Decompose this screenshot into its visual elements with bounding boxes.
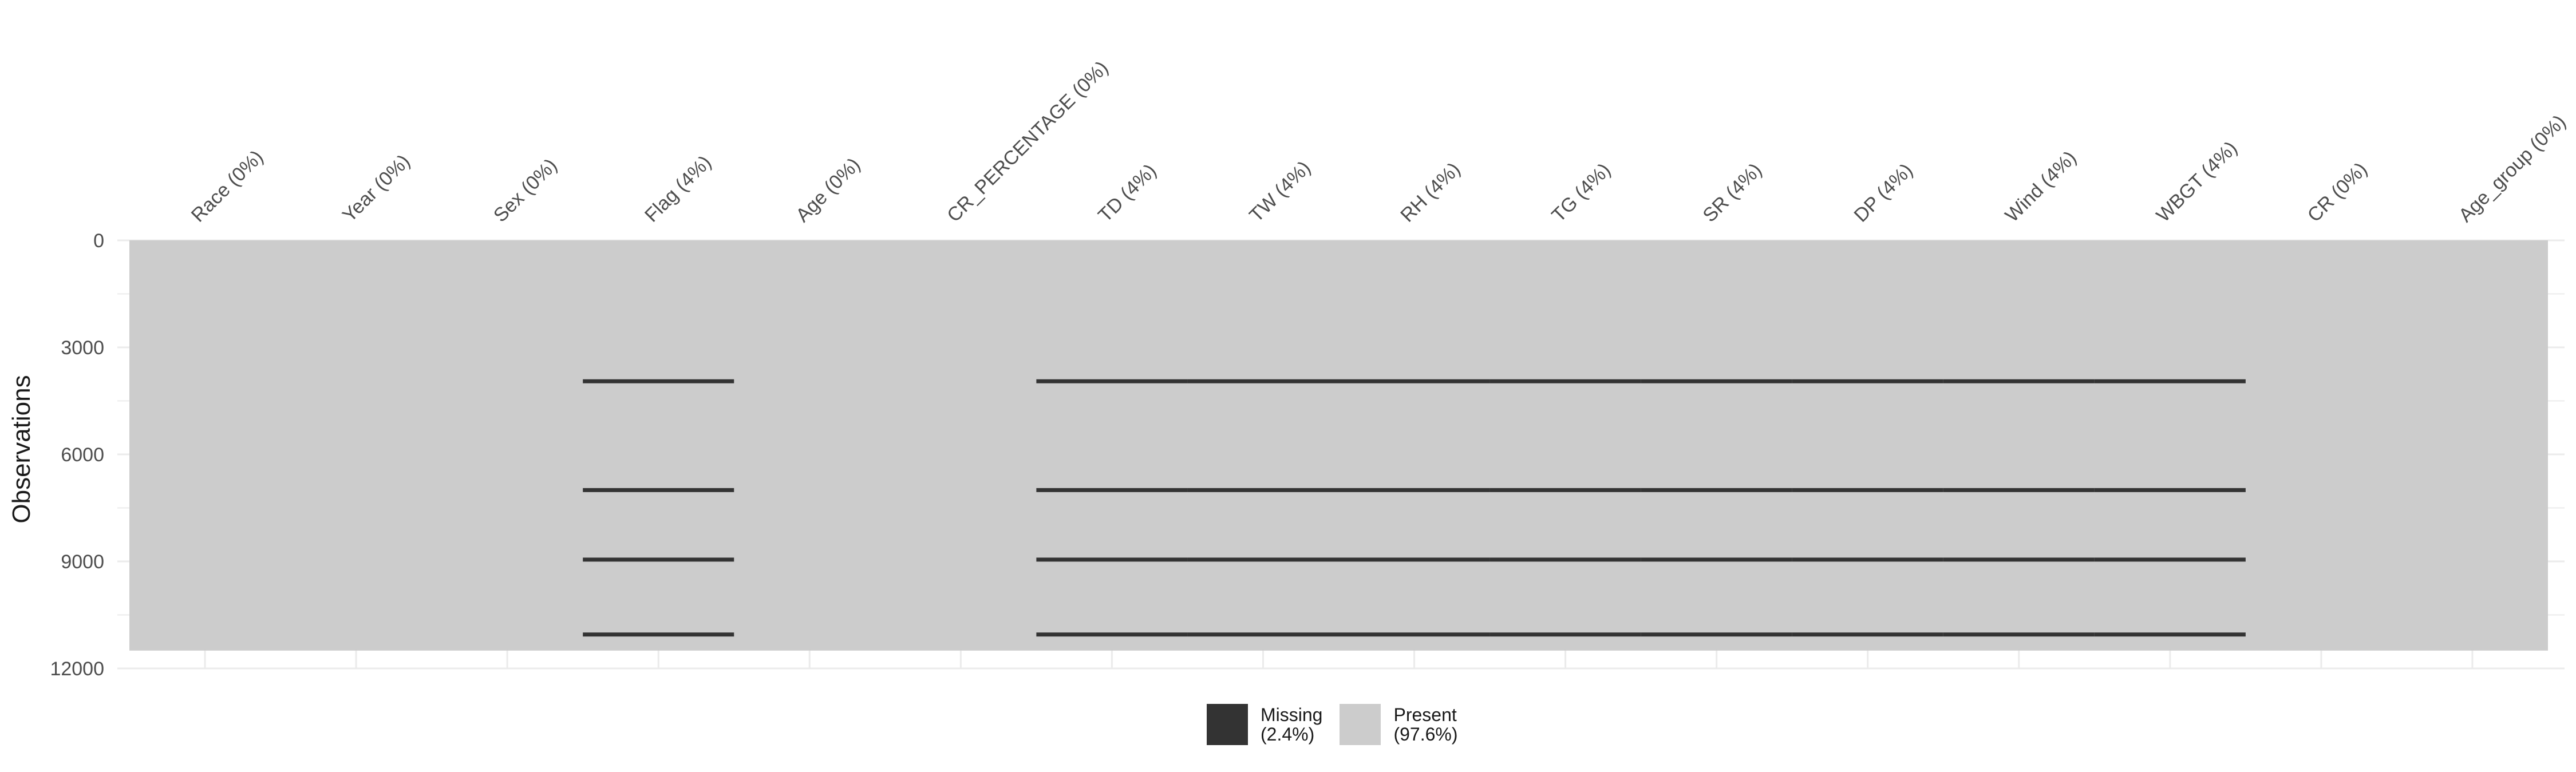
legend-pct-present: (97.6%) bbox=[1393, 724, 1458, 745]
column-label: TD (4%) bbox=[1094, 160, 1160, 226]
present-block bbox=[129, 240, 2548, 651]
column-label: CR_PERCENTAGE (0%) bbox=[943, 57, 1112, 226]
column-label: Sex (0%) bbox=[489, 155, 562, 227]
column-label: Race (0%) bbox=[187, 146, 267, 226]
legend-pct-missing: (2.4%) bbox=[1261, 724, 1315, 745]
column-label: DP (4%) bbox=[1850, 159, 1917, 226]
y-tick-label: 9000 bbox=[61, 551, 104, 573]
column-label: Year (0%) bbox=[338, 151, 414, 227]
y-axis-title: Observations bbox=[7, 375, 35, 523]
y-tick-label: 0 bbox=[93, 230, 104, 252]
y-tick-label: 12000 bbox=[50, 658, 104, 680]
legend-label-present: Present bbox=[1393, 704, 1457, 725]
column-label: CR (0%) bbox=[2304, 159, 2372, 227]
y-tick-label: 6000 bbox=[61, 444, 104, 466]
column-label: Flag (4%) bbox=[641, 152, 716, 227]
legend-swatch-present bbox=[1340, 704, 1381, 745]
column-label: Wind (4%) bbox=[2001, 147, 2081, 227]
column-label: Age (0%) bbox=[792, 154, 864, 227]
column-label: RH (4%) bbox=[1396, 159, 1464, 227]
column-label: SR (4%) bbox=[1698, 159, 1766, 227]
legend-swatch-missing bbox=[1207, 704, 1248, 745]
column-label: Age_group (0%) bbox=[2455, 111, 2570, 227]
legend: Missing (2.4%) Present (97.6%) bbox=[1207, 704, 1475, 745]
legend-label-missing: Missing bbox=[1261, 704, 1323, 725]
legend-item-missing: Missing (2.4%) bbox=[1207, 704, 1322, 745]
legend-item-present: Present (97.6%) bbox=[1340, 704, 1458, 745]
column-label: WBGT (4%) bbox=[2152, 137, 2242, 227]
column-label: TW (4%) bbox=[1245, 157, 1315, 227]
y-tick-label: 3000 bbox=[61, 337, 104, 359]
column-label: TG (4%) bbox=[1547, 159, 1615, 227]
